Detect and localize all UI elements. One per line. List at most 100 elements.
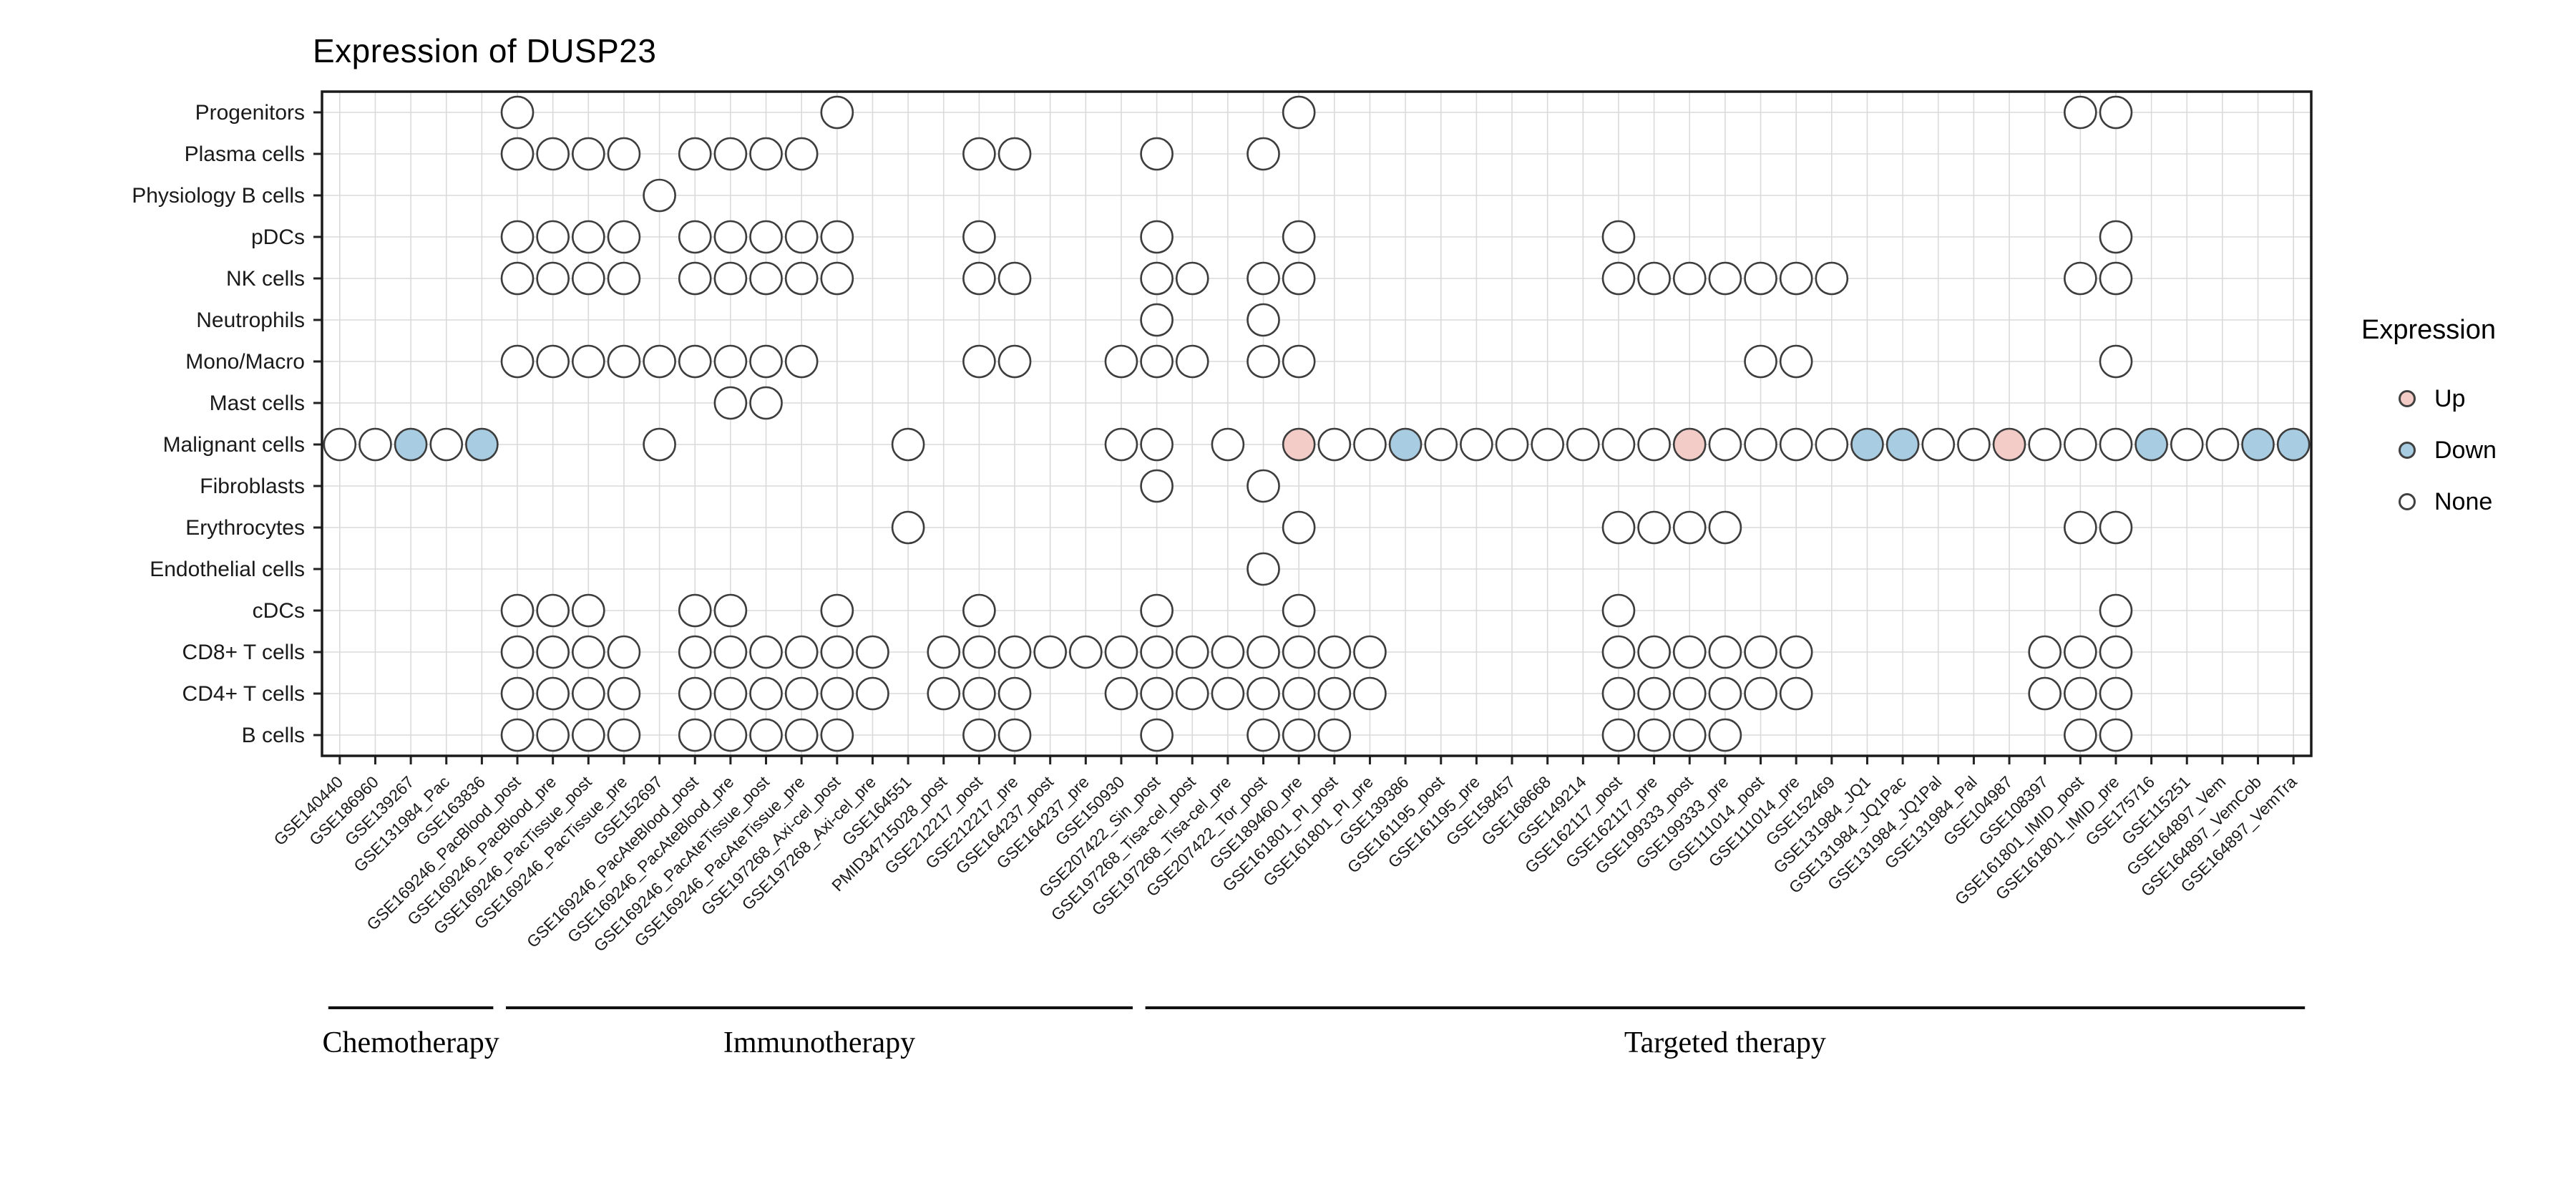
expression-dot-none <box>891 510 925 545</box>
expression-dot-none <box>1601 593 1636 628</box>
expression-dot-none <box>1317 427 1352 462</box>
expression-dot-none <box>2064 718 2097 752</box>
expression-dot-none <box>749 676 783 711</box>
expression-dot-none <box>1175 344 1209 379</box>
expression-dot-none <box>500 137 535 171</box>
expression-dot-none <box>784 344 819 379</box>
expression-dot-none <box>1353 427 1387 462</box>
expression-dot-none <box>1353 676 1387 711</box>
expression-dot-none <box>1779 261 1813 296</box>
expression-dot-none <box>784 635 819 669</box>
expression-dot-none <box>2170 427 2204 462</box>
legend-item-up: Up <box>2361 373 2497 424</box>
expression-dot-none <box>1317 635 1352 669</box>
expression-dot-none <box>1601 261 1636 296</box>
expression-dot-none <box>1282 676 1316 711</box>
expression-dot-none <box>1708 261 1742 296</box>
expression-dot-none <box>1317 718 1352 752</box>
plot-panel-border <box>321 90 2313 757</box>
expression-dot-none <box>1637 718 1671 752</box>
expression-dot-none <box>1495 427 1529 462</box>
expression-dot-none <box>500 220 535 254</box>
expression-dot-none <box>1104 427 1138 462</box>
expression-dot-none <box>1921 427 1956 462</box>
chart-title: Expression of DUSP23 <box>313 32 657 69</box>
expression-dot-none <box>500 344 535 379</box>
y-axis-label: Endothelial cells <box>150 558 305 581</box>
expression-dot-none <box>572 593 605 628</box>
expression-dot-none <box>2205 427 2240 462</box>
expression-dot-none <box>713 718 748 752</box>
expression-dot-none <box>536 593 570 628</box>
expression-dot-none <box>500 718 535 752</box>
expression-dot-none <box>820 261 854 296</box>
legend-item-none: None <box>2361 476 2497 528</box>
expression-dot-none <box>2064 95 2097 130</box>
expression-dot-none <box>2099 344 2133 379</box>
group-label: Immunotherapy <box>723 1026 915 1059</box>
expression-dot-none <box>1708 510 1742 545</box>
expression-dot-none <box>1246 552 1280 586</box>
expression-dot-none <box>2099 95 2133 130</box>
expression-dot-down <box>394 427 428 462</box>
expression-dot-none <box>1601 220 1636 254</box>
y-axis-label: Mast cells <box>210 392 305 415</box>
expression-dot-none <box>1744 344 1777 379</box>
expression-dot-none <box>572 344 605 379</box>
expression-dot-none <box>572 220 605 254</box>
expression-dot-none <box>1637 427 1671 462</box>
legend-title: Expression <box>2361 315 2496 345</box>
expression-dot-none <box>1282 510 1316 545</box>
expression-dot-none <box>962 635 996 669</box>
expression-dot-none <box>1637 510 1671 545</box>
expression-dot-none <box>2099 718 2133 752</box>
expression-dot-none <box>1140 220 1174 254</box>
expression-dot-none <box>820 95 854 130</box>
expression-dot-none <box>1140 303 1174 337</box>
expression-dot-none <box>2064 635 2097 669</box>
legend-label-none: None <box>2434 487 2493 515</box>
expression-dot-none <box>1708 427 1742 462</box>
expression-dot-up <box>1672 427 1707 462</box>
expression-dot-none <box>1140 261 1174 296</box>
expression-dot-none <box>607 718 641 752</box>
expression-dot-none <box>1601 676 1636 711</box>
expression-dot-none <box>607 137 641 171</box>
legend-key-none-icon <box>2399 493 2416 510</box>
expression-dot-none <box>572 718 605 752</box>
expression-dot-none <box>1211 635 1245 669</box>
expression-dot-down <box>1388 427 1423 462</box>
y-axis-label: CD4+ T cells <box>182 682 305 706</box>
expression-dot-none <box>891 427 925 462</box>
expression-dot-none <box>1566 427 1600 462</box>
expression-dot-none <box>678 635 712 669</box>
expression-dot-none <box>962 344 996 379</box>
expression-dot-none <box>536 718 570 752</box>
expression-dot-none <box>1708 718 1742 752</box>
y-axis-label: pDCs <box>251 225 305 249</box>
expression-dot-none <box>678 676 712 711</box>
y-axis-label: B cells <box>242 724 305 747</box>
y-axis-label: Neutrophils <box>196 308 305 332</box>
expression-dot-none <box>536 261 570 296</box>
legend-label-up: Up <box>2434 384 2466 412</box>
legend-key-down-icon <box>2399 442 2416 459</box>
expression-dot-none <box>997 137 1032 171</box>
expression-dot-none <box>1104 635 1138 669</box>
y-axis-label: Physiology B cells <box>132 184 305 208</box>
expression-dot-down <box>2241 427 2275 462</box>
expression-dot-none <box>1140 718 1174 752</box>
expression-dot-none <box>1246 635 1280 669</box>
expression-dot-none <box>1601 427 1636 462</box>
expression-dot-none <box>1175 635 1209 669</box>
expression-dot-none <box>607 676 641 711</box>
expression-dot-none <box>1282 261 1316 296</box>
y-axis-label: CD8+ T cells <box>182 641 305 664</box>
legend-label-down: Down <box>2434 436 2497 464</box>
expression-dot-none <box>1744 427 1777 462</box>
expression-dot-none <box>678 344 712 379</box>
expression-dot-none <box>749 344 783 379</box>
expression-dot-none <box>820 635 854 669</box>
y-axis-label: Erythrocytes <box>185 516 305 540</box>
